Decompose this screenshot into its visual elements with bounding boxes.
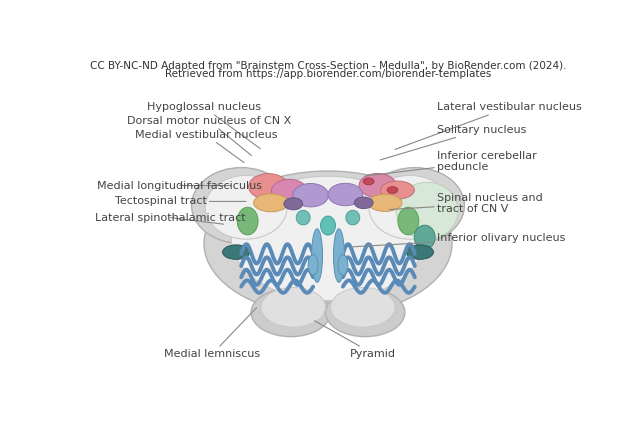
Text: Hypoglossal nucleus: Hypoglossal nucleus [147,102,261,149]
Text: Inferior cerebellar
peduncle: Inferior cerebellar peduncle [365,151,537,176]
Ellipse shape [326,289,405,336]
Ellipse shape [330,288,395,327]
Ellipse shape [369,175,451,239]
Ellipse shape [346,211,360,225]
Text: Medial lemniscus: Medial lemniscus [164,308,260,359]
Text: Medial vestibular nucleus: Medial vestibular nucleus [134,130,277,163]
Ellipse shape [231,176,425,301]
Text: Lateral spinothalamic tract: Lateral spinothalamic tract [95,213,246,224]
Ellipse shape [191,168,291,244]
Ellipse shape [251,289,330,336]
Text: Spinal nucleus and
tract of CN V: Spinal nucleus and tract of CN V [389,193,543,214]
Text: Tectospinal tract: Tectospinal tract [115,196,246,207]
Ellipse shape [381,181,414,199]
Text: Retrieved from https://app.biorender.com/biorender-templates: Retrieved from https://app.biorender.com… [165,69,491,79]
Ellipse shape [312,229,323,282]
Ellipse shape [414,225,435,250]
Ellipse shape [261,288,326,327]
Ellipse shape [398,207,419,235]
Ellipse shape [271,179,307,203]
Ellipse shape [292,184,328,207]
Ellipse shape [396,182,458,239]
Ellipse shape [237,207,258,235]
Ellipse shape [365,168,465,244]
Ellipse shape [368,194,402,211]
Ellipse shape [364,178,374,185]
Text: Solitary nucleus: Solitary nucleus [380,125,527,160]
Text: Dorsal motor nucleus of CN X: Dorsal motor nucleus of CN X [127,116,291,155]
Ellipse shape [249,174,288,199]
Ellipse shape [359,173,396,198]
Ellipse shape [296,211,310,225]
Ellipse shape [321,216,335,235]
Ellipse shape [253,194,289,212]
Ellipse shape [308,254,318,275]
Ellipse shape [223,245,250,259]
Ellipse shape [333,229,344,282]
Text: Inferior olivary nucleus: Inferior olivary nucleus [353,233,566,247]
Text: Medial longitudinal fasciculus: Medial longitudinal fasciculus [97,181,262,190]
Ellipse shape [204,171,452,316]
Ellipse shape [205,175,287,239]
Ellipse shape [328,183,363,206]
Ellipse shape [355,197,373,209]
Ellipse shape [338,254,348,275]
Text: Pyramid: Pyramid [314,321,396,359]
Text: Lateral vestibular nucleus: Lateral vestibular nucleus [395,102,582,149]
Text: CC BY-NC-ND Adapted from "Brainstem Cross-Section - Medulla", by BioRender.com (: CC BY-NC-ND Adapted from "Brainstem Cros… [90,60,566,71]
Ellipse shape [406,245,433,259]
Ellipse shape [387,186,398,194]
Ellipse shape [284,198,303,210]
